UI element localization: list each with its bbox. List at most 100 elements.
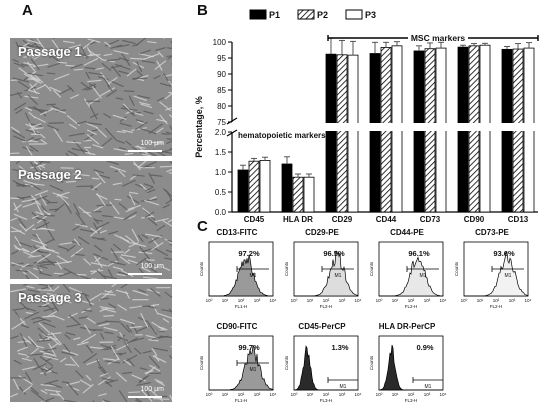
x-tick-label: 10¹ [307,298,314,303]
bar-p3-cd45 [259,159,271,213]
bar-p2-hla-dr [292,176,304,213]
x-tick-label: CD73 [420,215,441,222]
x-tick-label: 10⁴ [270,298,277,303]
micrograph-passage-1: Passage 1 100 μm [10,38,172,156]
y-axis-label: Counts [369,261,374,276]
histogram-title: HLA DR-PerCP [378,322,436,331]
axis-break-mark [226,117,238,137]
bar-break-gap [424,123,436,131]
flow-histogram-cd29: CD29-PE M1 96.5% 10⁰ 10¹ 10² 10³ 10⁴ FL2-H Counts [282,228,362,310]
bar-break-gap [391,123,403,131]
x-tick-label: 10⁰ [291,298,298,303]
x-tick-label: CD13 [508,215,529,222]
y-tick-label: 2.0 [215,128,227,137]
panel-label-a: A [22,2,33,19]
x-tick-label: 10² [408,298,415,303]
bar-break-gap [523,123,535,131]
hematopoietic-markers-label: hematopoietic markers [238,131,326,140]
x-tick-label: 10³ [339,392,346,397]
y-axis-label: Percentage, % [194,96,204,158]
y-axis-label: Counts [454,261,459,276]
bar-p1-cd73 [413,50,425,213]
x-tick-label: 10¹ [222,298,229,303]
x-tick-label: 10² [323,392,330,397]
y-tick-label: 85 [217,86,226,95]
bar-break-gap [435,123,447,131]
x-tick-label: 10³ [424,392,431,397]
x-tick-label: 10⁴ [270,392,277,397]
bar-break-gap [512,123,524,131]
y-tick-label: 0.5 [215,188,227,197]
x-tick-label: 10¹ [392,298,399,303]
y-axis-label: Counts [199,261,204,276]
flow-histogram-cd13: CD13-FITC M1 97.2% 10⁰ 10¹ 10² 10³ 10⁴ FL1-H Coun… [197,228,277,310]
gate-label: M1 [335,273,342,279]
percent-label: 99.7% [238,343,260,352]
x-tick-label: CD45 [244,215,265,222]
bar-break-gap [336,123,348,131]
histogram-title: CD90-FITC [216,322,258,331]
scale-bar [128,150,162,152]
x-tick-label: 10⁴ [440,298,447,303]
x-axis-label: FL3-H [320,398,333,403]
histogram-plot: M1 0.9% 10⁰ 10¹ 10² 10³ 10⁴ FL3-H Counts [369,335,447,403]
y-tick-label: 0.0 [215,208,227,217]
x-tick-label: CD29 [332,215,353,222]
scale-text: 100 μm [140,386,165,393]
y-tick-label: 75 [217,118,226,127]
x-tick-label: 10² [323,298,330,303]
msc-markers-label: MSC markers [411,33,466,43]
panel-label-b: B [197,2,208,19]
y-tick-label: 95 [217,54,226,63]
bar-p1-cd45 [237,169,249,213]
histogram-title: CD45-PerCP [298,322,346,331]
gate-label: M1 [425,384,432,390]
scale-text: 100 μm [140,140,165,147]
histogram-curve [294,250,359,297]
x-tick-label: 10⁴ [440,392,447,397]
x-tick-label: 10² [238,298,245,303]
x-tick-label: 10³ [339,298,346,303]
bar-p3-cd29 [347,54,359,213]
cell-texture [10,38,172,156]
x-axis-label: FL1-H [235,398,248,403]
histogram-title: CD44-PE [390,228,424,237]
histogram-plot: M1 93.6% 10⁰ 10¹ 10² 10³ 10⁴ FL2-H Counts [454,241,532,309]
gate-label: M1 [505,273,512,279]
gate-label: M1 [250,367,257,373]
x-tick-label: 10¹ [307,392,314,397]
y-axis-label: Counts [284,355,289,370]
y-tick-label: 1.5 [215,148,227,157]
y-axis-label: Counts [284,261,289,276]
micrograph-passage-2: Passage 2 100 μm [10,161,172,279]
x-tick-label: 10⁰ [206,392,213,397]
cell-texture [10,284,172,402]
x-axis-label: FL2-H [490,304,503,309]
flow-histogram-cd90: CD90-FITC M1 99.7% 10⁰ 10¹ 10² 10³ 10⁴ FL1-H Coun… [197,322,277,404]
x-tick-label: 10³ [509,298,516,303]
histogram-curve [209,255,273,297]
x-tick-label: 10⁰ [376,392,383,397]
histogram-curve [464,252,529,297]
bar-chart: 75 80 85 90 95 100 0.0 0.5 1.0 1.5 2.0 Percentage, … [194,9,539,222]
histogram-plot: M1 99.7% 10⁰ 10¹ 10² 10³ 10⁴ FL1-H Counts [199,335,277,403]
bar-break-gap [457,123,469,131]
flow-histogram-cd45: CD45-PerCP M1 1.3% 10⁰ 10¹ 10² 10³ 10⁴ FL3-H Coun… [282,322,362,404]
histogram-plot: M1 96.5% 10⁰ 10¹ 10² 10³ 10⁴ FL2-H Counts [284,241,362,309]
percent-label: 96.1% [408,249,430,258]
histogram-title: CD73-PE [475,228,509,237]
histogram-plot: M1 1.3% 10⁰ 10¹ 10² 10³ 10⁴ FL3-H Counts [284,335,362,403]
legend-label: P2 [317,10,328,20]
scale-bar [128,396,162,398]
cell-texture [10,161,172,279]
x-axis-label: FL3-H [405,398,418,403]
x-tick-label: 10³ [254,392,261,397]
panel-label-c: C [197,218,208,235]
x-tick-label: CD90 [464,215,485,222]
bar-break-gap [380,123,392,131]
percent-label: 97.2% [238,249,260,258]
gate-label: M1 [250,273,257,279]
percent-label: 96.5% [323,249,345,258]
x-tick-label: 10² [238,392,245,397]
